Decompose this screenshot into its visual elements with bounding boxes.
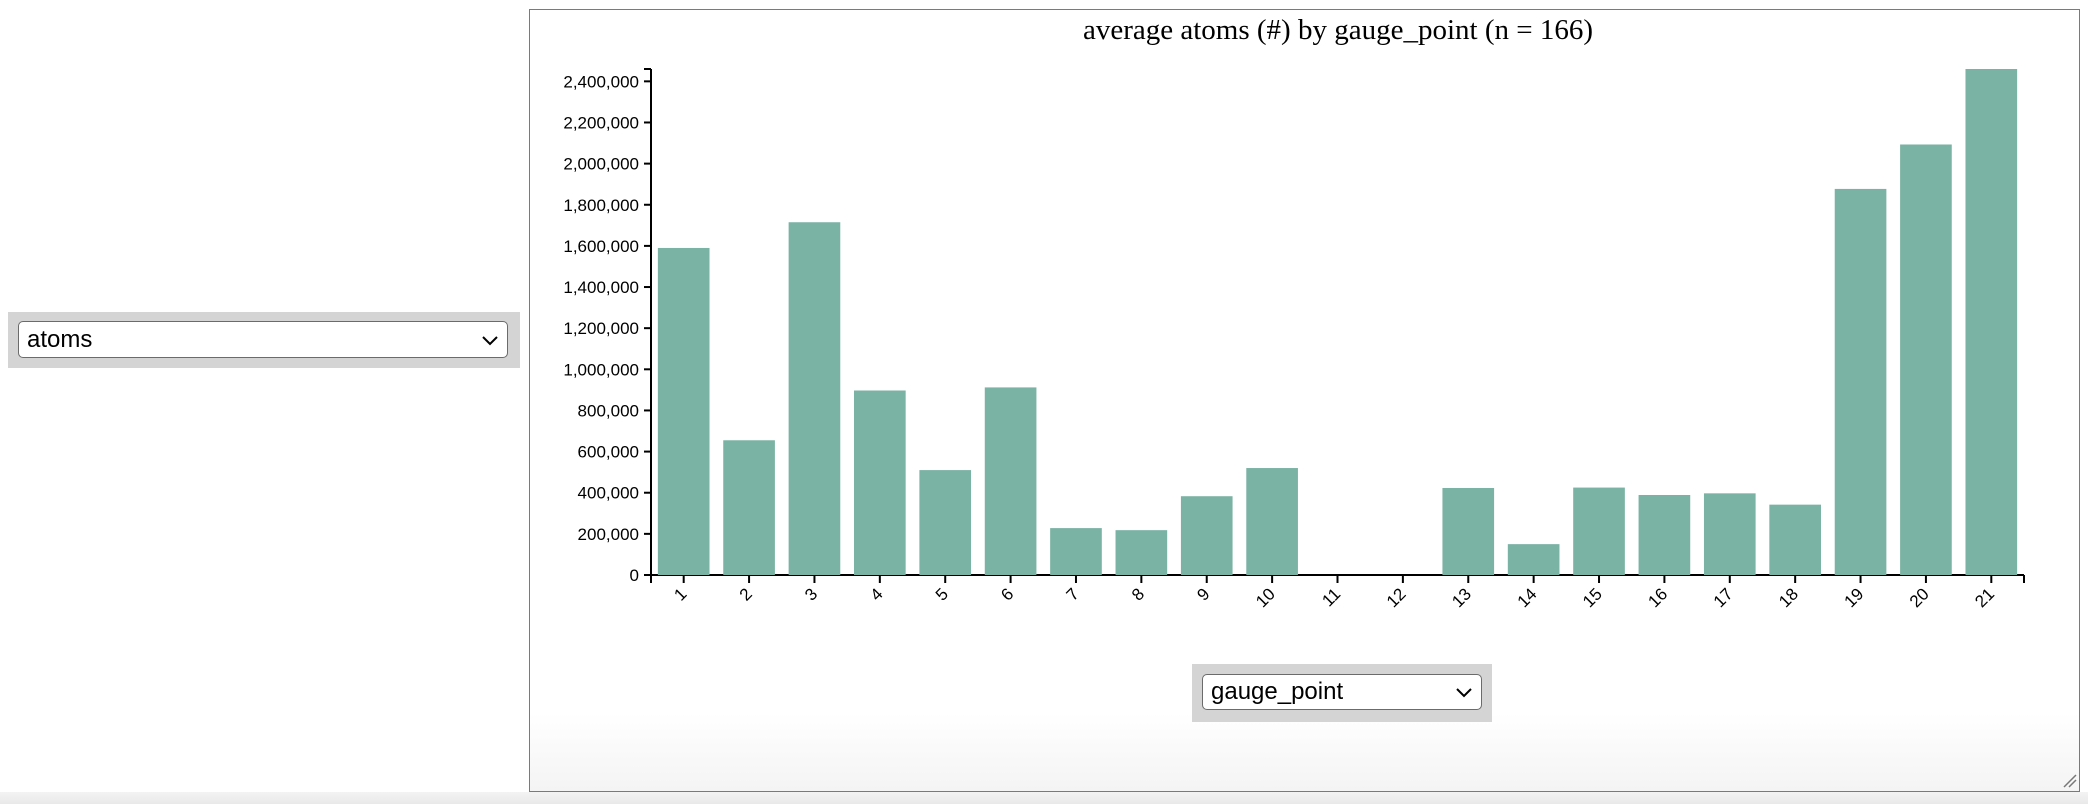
x-tick-label: 17 (1710, 584, 1737, 611)
bar[interactable] (1442, 487, 1495, 575)
chart-title: average atoms (#) by gauge_point (n = 16… (1083, 14, 1593, 46)
bar[interactable] (1246, 468, 1298, 575)
x-tick-label: 6 (997, 584, 1017, 604)
x-tick-label: 18 (1775, 584, 1802, 611)
resize-handle-icon[interactable] (2063, 774, 2077, 788)
chevron-down-icon (1456, 688, 1472, 698)
x-tick-label: 2 (736, 584, 756, 604)
bar[interactable] (1050, 528, 1102, 575)
bar[interactable] (1180, 496, 1233, 575)
x-variable-select[interactable]: gauge_point (1202, 674, 1482, 710)
x-tick-label: 15 (1579, 584, 1606, 611)
y-tick-label: 200,000 (578, 525, 639, 544)
bar[interactable] (854, 390, 906, 575)
x-variable-select-value: gauge_point (1211, 678, 1344, 705)
bar[interactable] (723, 440, 775, 575)
bar[interactable] (1573, 487, 1625, 575)
window-bottom-edge (0, 792, 2088, 804)
y-tick-label: 1,600,000 (563, 237, 639, 256)
y-tick-label: 1,800,000 (563, 196, 639, 215)
x-tick-label: 9 (1193, 584, 1213, 604)
bar[interactable] (1965, 69, 2018, 575)
x-tick-label: 3 (801, 584, 821, 604)
bar[interactable] (657, 247, 710, 575)
x-tick-label: 11 (1318, 584, 1344, 610)
chevron-down-icon (482, 335, 498, 345)
bar[interactable] (1115, 530, 1168, 575)
y-tick-label: 1,000,000 (563, 360, 639, 379)
x-tick-label: 14 (1514, 584, 1541, 611)
x-tick-label: 1 (670, 584, 690, 604)
bar[interactable] (1769, 504, 1821, 575)
y-tick-label: 0 (630, 566, 639, 585)
bar[interactable] (919, 470, 972, 575)
x-tick-label: 4 (867, 584, 887, 604)
bar[interactable] (1507, 544, 1560, 575)
x-tick-label: 12 (1383, 584, 1410, 611)
y-tick-label: 1,200,000 (563, 319, 639, 338)
y-tick-label: 400,000 (578, 484, 639, 503)
x-tick-label: 16 (1644, 584, 1671, 611)
bar[interactable] (1703, 493, 1756, 575)
bar[interactable] (1638, 494, 1691, 575)
bar[interactable] (1834, 188, 1887, 575)
x-tick-label: 5 (932, 584, 952, 604)
x-tick-label: 10 (1252, 584, 1279, 611)
x-tick-label: 20 (1906, 584, 1933, 611)
y-tick-label: 2,400,000 (563, 72, 639, 91)
bar[interactable] (1900, 144, 1952, 575)
chart-panel (529, 9, 2080, 792)
bar[interactable] (788, 222, 841, 575)
y-tick-label: 2,000,000 (563, 155, 639, 174)
y-variable-select-value: atoms (27, 325, 93, 353)
bars (657, 69, 2018, 575)
y-tick-label: 2,200,000 (563, 113, 639, 132)
x-tick-label: 8 (1128, 584, 1148, 604)
y-variable-select-container: atoms (8, 312, 520, 368)
y-tick-label: 800,000 (578, 401, 639, 420)
x-variable-select-container: gauge_point (1192, 664, 1492, 722)
x-tick-label: 19 (1841, 584, 1868, 611)
x-tick-label: 7 (1063, 584, 1083, 604)
y-variable-select[interactable]: atoms (18, 321, 508, 358)
y-tick-label: 1,400,000 (563, 278, 639, 297)
x-tick-label: 21 (1971, 584, 1998, 611)
x-axis: 1 2 3 4 5 6 7 8 9 10 11 12 13 14 15 16 17 18 19 20 21 (650, 574, 2025, 611)
x-tick-label: 13 (1448, 584, 1475, 611)
y-axis: 0 200,000 400,000 600,000 800,000 1,000,000 1,… (563, 68, 652, 585)
y-tick-label: 600,000 (578, 443, 639, 462)
bar[interactable] (984, 387, 1037, 575)
